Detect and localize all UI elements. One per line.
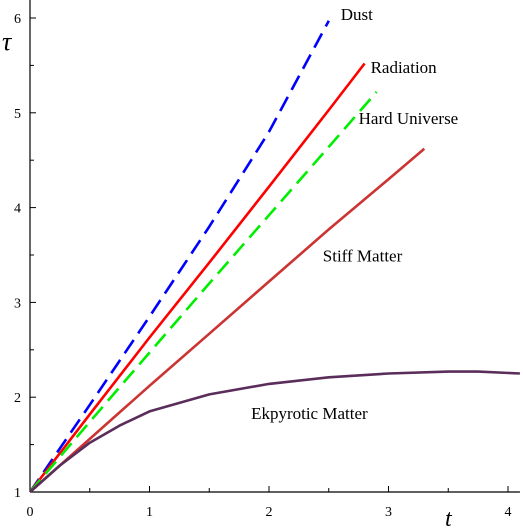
y-tick-label: 1 [14, 486, 21, 501]
series-label-radiation: Radiation [371, 58, 438, 77]
x-tick-label: 0 [27, 505, 34, 520]
series-line-ekpyrotic-matter [29, 370, 520, 493]
y-tick-label: 2 [14, 391, 21, 406]
series-label-ekpyrotic-matter: Ekpyrotic Matter [251, 404, 368, 423]
x-axis-title: t [445, 506, 453, 531]
y-tick-label: 4 [14, 202, 21, 217]
series-line-radiation [28, 62, 366, 493]
y-axis-title: τ [2, 27, 13, 56]
y-tick-label: 5 [14, 107, 21, 122]
series-lines [28, 20, 520, 493]
series-label-dust: Dust [341, 5, 373, 24]
series-label-stiff-matter: Stiff Matter [323, 247, 403, 266]
series-line-hard-universe [29, 91, 378, 493]
series-line-dust [28, 20, 330, 493]
x-tick-label: 2 [266, 505, 273, 520]
x-tick-label: 3 [385, 505, 392, 520]
y-tick-label: 6 [14, 12, 21, 27]
series-labels: Dust Radiation Hard Universe Stiff Matter Ek… [251, 5, 458, 423]
y-tick-label: 3 [14, 296, 21, 311]
series-line-stiff-matter [29, 147, 426, 493]
series-label-hard-universe: Hard Universe [359, 109, 459, 128]
x-tick-label: 4 [505, 505, 512, 520]
x-tick-label: 1 [146, 505, 153, 520]
